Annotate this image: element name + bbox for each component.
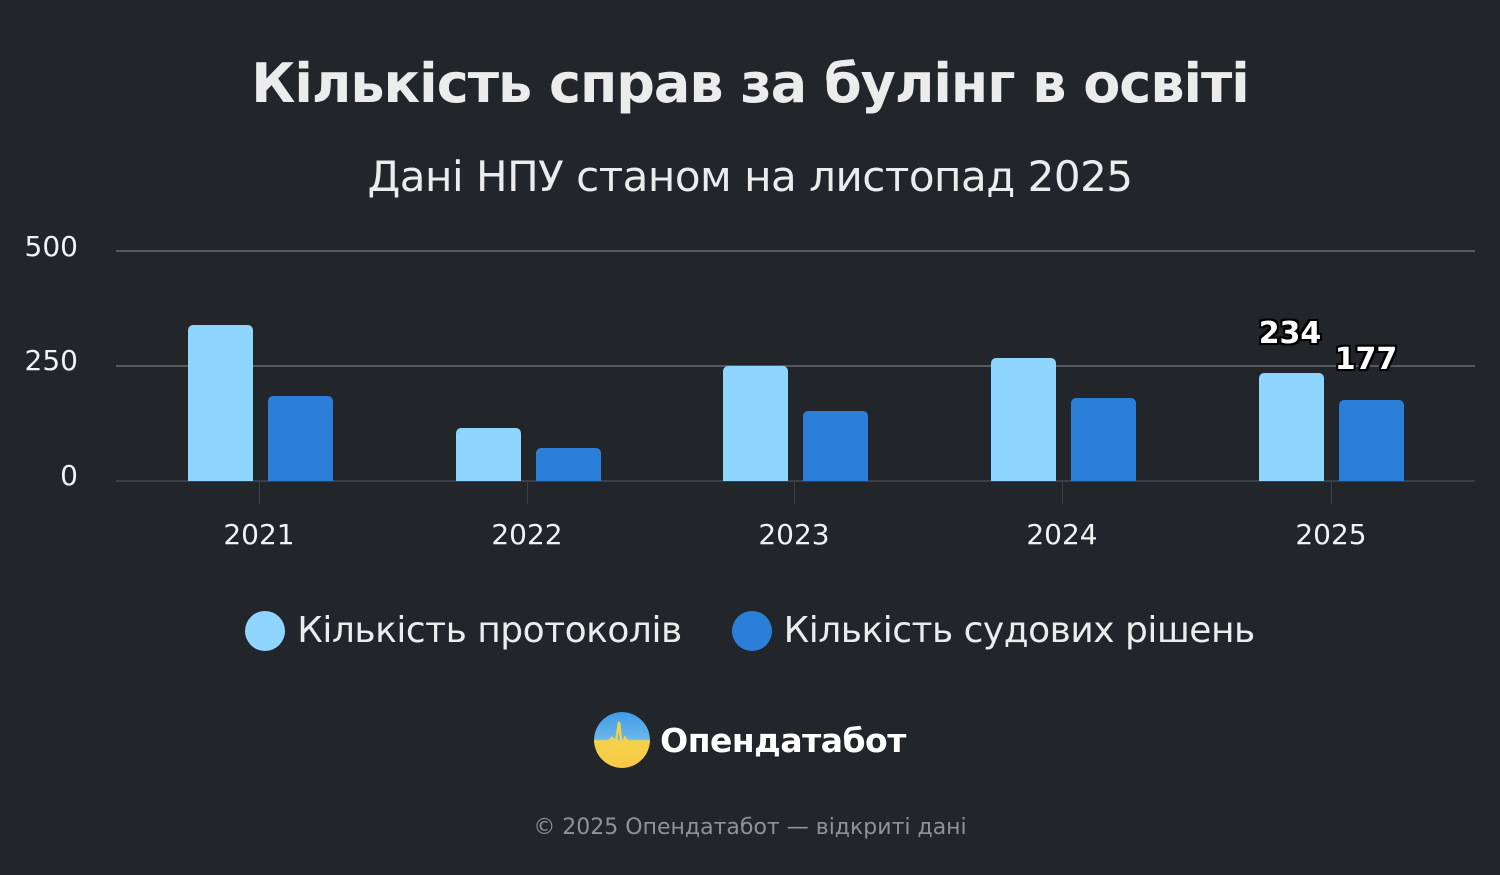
legend-swatch-icon bbox=[731, 610, 772, 651]
brand: Опендатабот bbox=[0, 712, 1500, 768]
bar-protocols-2024[interactable] bbox=[991, 358, 1056, 481]
x-tick-mark bbox=[1331, 482, 1332, 504]
x-tick-label: 2022 bbox=[491, 518, 563, 551]
opendatabot-logo-icon bbox=[594, 712, 651, 768]
x-tick-label: 2021 bbox=[223, 518, 295, 551]
x-tick-label: 2024 bbox=[1026, 518, 1098, 551]
bar-protocols-2022[interactable] bbox=[456, 428, 521, 481]
bar-court-decisions-2022[interactable] bbox=[536, 447, 601, 481]
y-tick-label: 500 bbox=[24, 230, 78, 263]
chart-title: Кількість справ за булінг в освіті bbox=[251, 52, 1250, 115]
x-axis-line bbox=[116, 480, 1475, 482]
legend-item-protocols[interactable]: Кількість протоколів bbox=[245, 610, 682, 651]
bar-court-decisions-2024[interactable] bbox=[1071, 398, 1136, 481]
brand-name: Опендатабот bbox=[660, 720, 906, 760]
y-tick-label: 0 bbox=[60, 459, 78, 492]
legend-label: Кількість судових рішень bbox=[783, 610, 1256, 651]
bar-protocols-2021[interactable] bbox=[188, 325, 253, 481]
gridline-500 bbox=[116, 250, 1475, 252]
bar-court-decisions-2023[interactable] bbox=[803, 411, 868, 481]
legend-label: Кількість протоколів bbox=[297, 610, 682, 651]
chart-subtitle: Дані НПУ станом на листопад 2025 bbox=[367, 152, 1133, 201]
bar-protocols-2023[interactable] bbox=[723, 366, 788, 481]
y-tick-label: 250 bbox=[24, 344, 78, 377]
data-label-decisions-2025: 177 bbox=[1334, 342, 1398, 377]
gridline-250 bbox=[116, 365, 1475, 367]
bar-court-decisions-2025[interactable] bbox=[1339, 399, 1404, 481]
x-tick-mark bbox=[1062, 482, 1063, 504]
bar-protocols-2025[interactable] bbox=[1259, 373, 1324, 481]
x-tick-mark bbox=[527, 482, 528, 504]
legend-swatch-icon bbox=[245, 610, 286, 651]
data-label-protocols-2025: 234 bbox=[1258, 316, 1322, 351]
bar-court-decisions-2021[interactable] bbox=[268, 395, 333, 481]
chart-legend: Кількість протоколів Кількість судових р… bbox=[0, 610, 1500, 651]
x-tick-label: 2023 bbox=[758, 518, 830, 551]
legend-item-court-decisions[interactable]: Кількість судових рішень bbox=[731, 610, 1256, 651]
bar-chart-plot-area: 500 250 0 2021 2022 2023 2024 2025 234 1… bbox=[24, 230, 1475, 551]
footer-copyright: © 2025 Опендатабот — відкриті дані bbox=[533, 815, 967, 840]
x-tick-label: 2025 bbox=[1295, 518, 1367, 551]
x-tick-mark bbox=[259, 482, 260, 504]
x-tick-mark bbox=[794, 482, 795, 504]
